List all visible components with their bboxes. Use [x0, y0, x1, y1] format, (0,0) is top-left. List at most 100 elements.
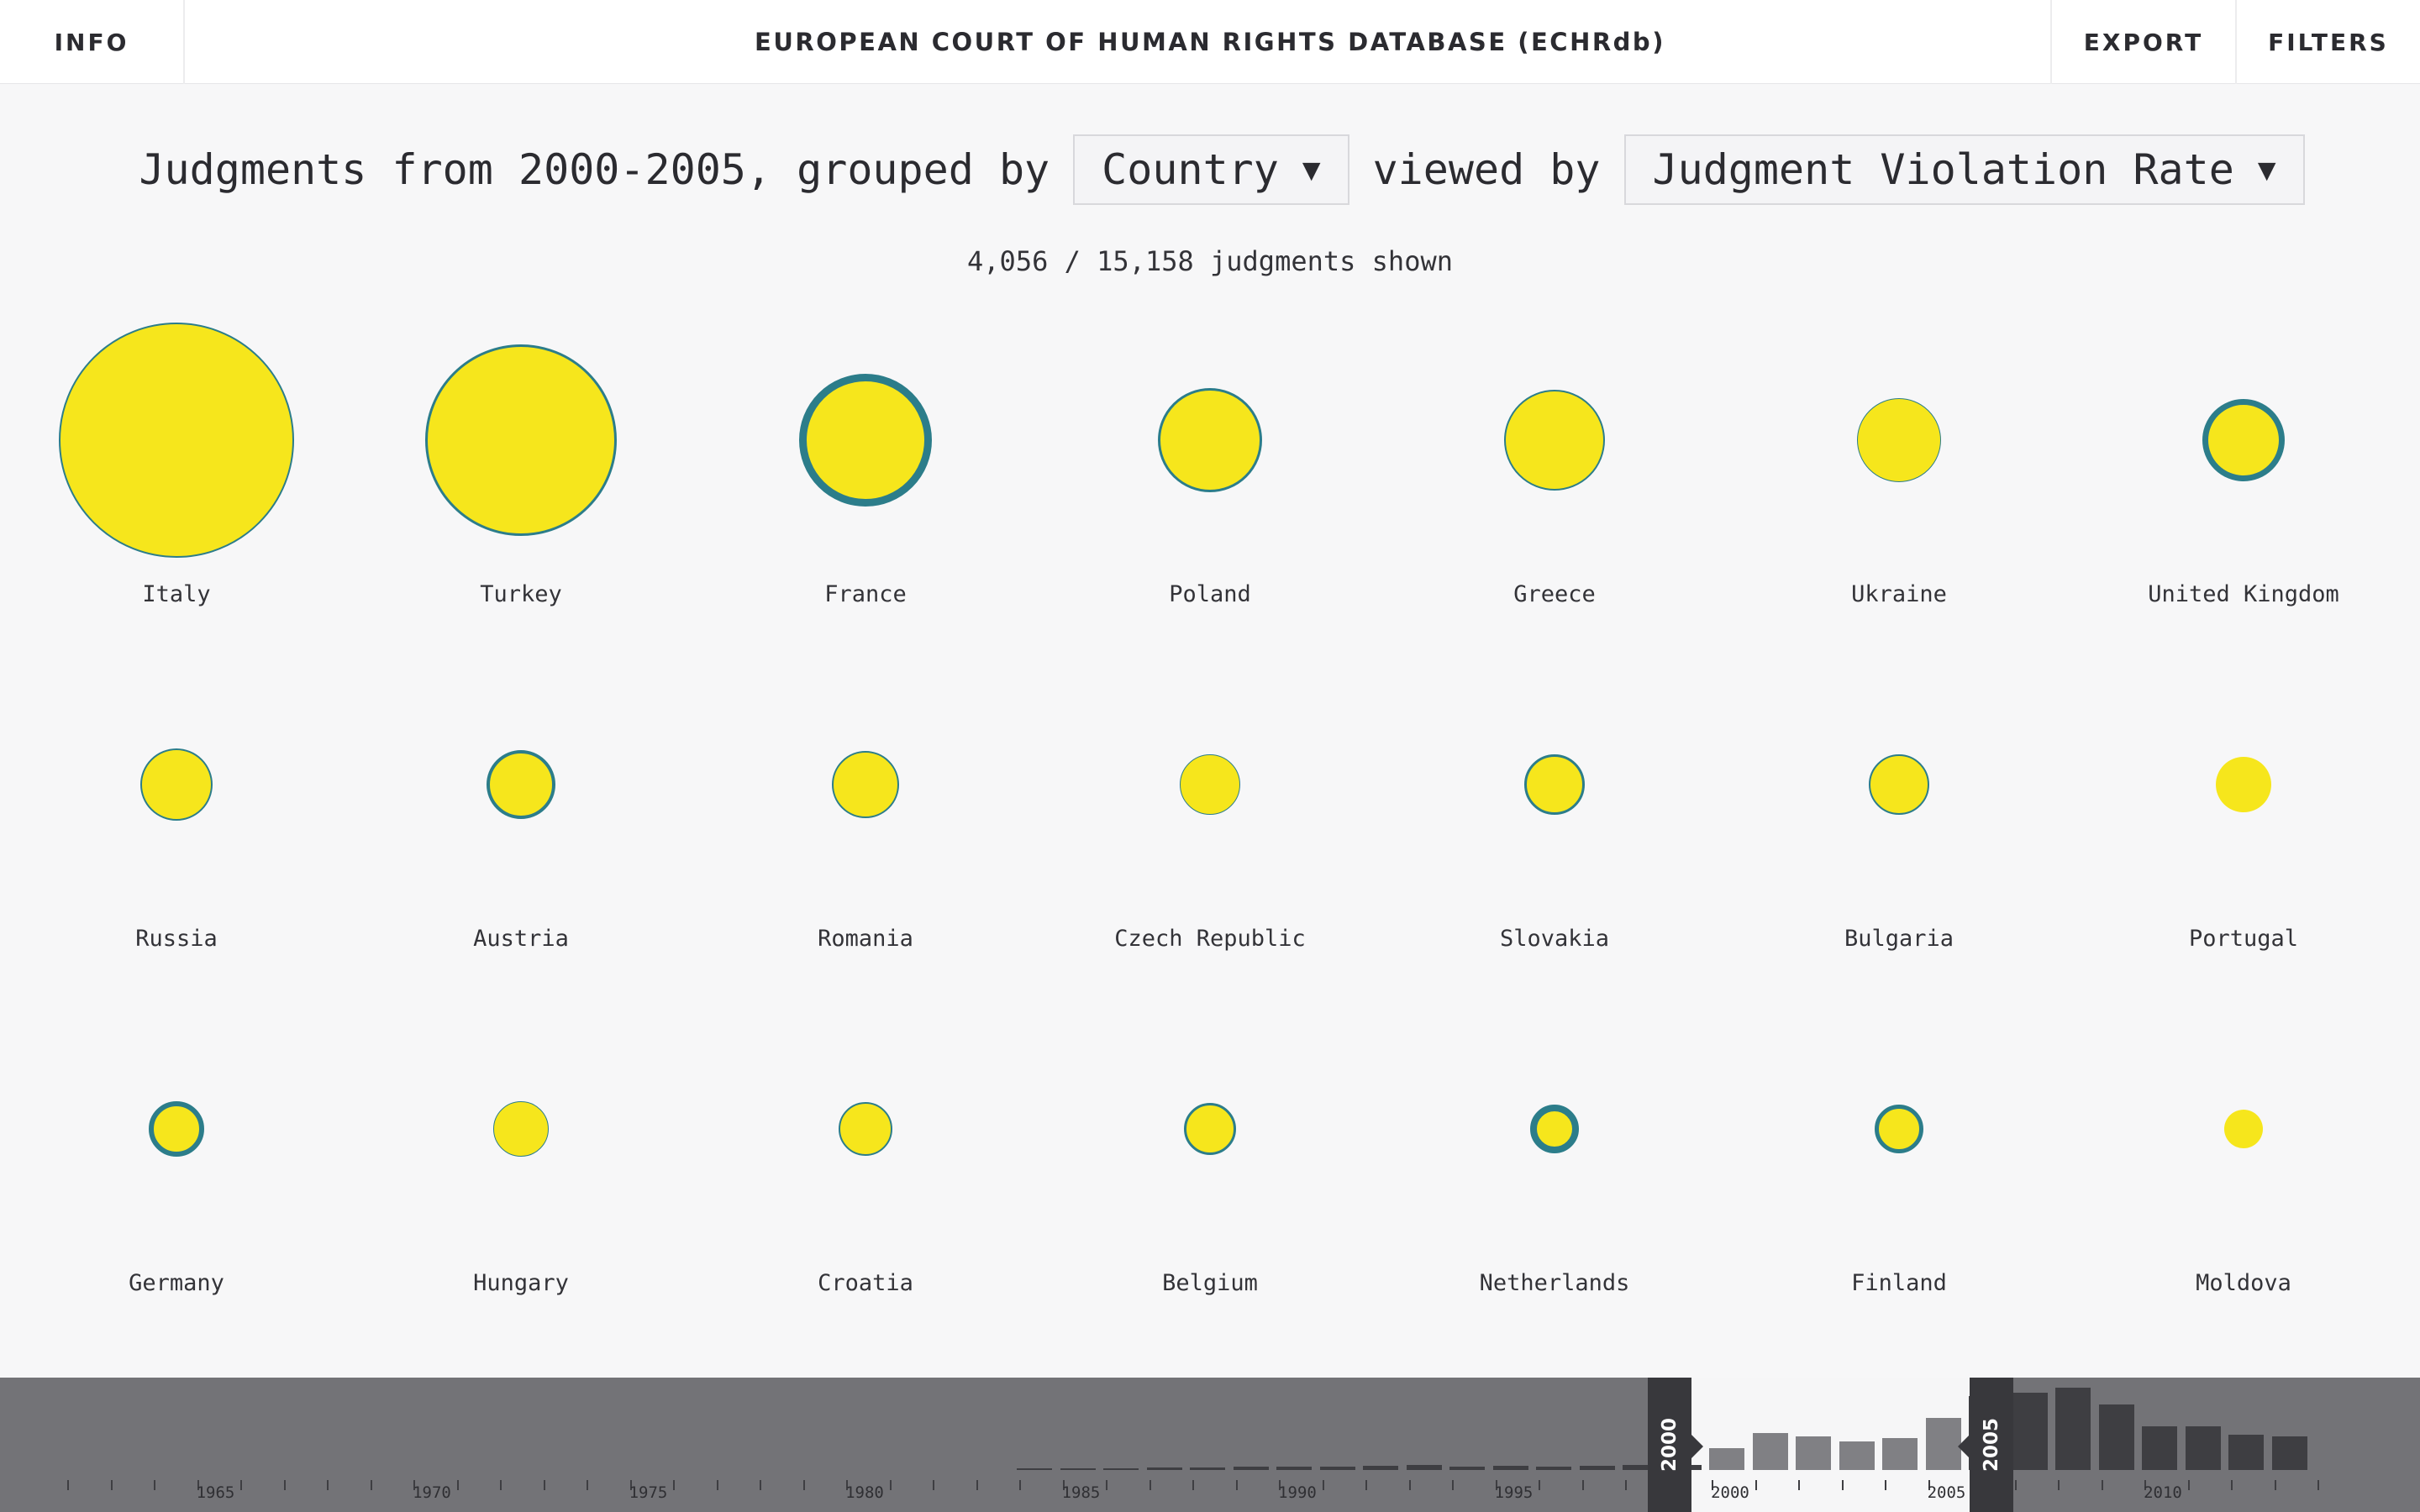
range-end-label: 2005	[1981, 1417, 2002, 1473]
timeline-year-label: 2010	[2144, 1483, 2182, 1502]
timeline-bar	[1276, 1467, 1312, 1470]
timeline-year-label: 1985	[1061, 1483, 1101, 1502]
country-bubble[interactable]	[1180, 754, 1240, 815]
country-bubble[interactable]	[1184, 1103, 1236, 1155]
country-cell: Russia	[4, 612, 349, 957]
timeline-bar	[1449, 1467, 1485, 1470]
country-cell: Germany	[4, 957, 349, 1301]
country-bubble[interactable]	[425, 344, 617, 536]
range-start-handle[interactable]: 2000	[1648, 1378, 1703, 1512]
export-button[interactable]: EXPORT	[2083, 28, 2204, 56]
timeline-tick	[629, 1480, 632, 1490]
timeline-bar	[1319, 1467, 1355, 1470]
timeline-tick	[1539, 1480, 1540, 1490]
timeline-bar	[2228, 1435, 2264, 1470]
country-bubble[interactable]	[1869, 754, 1929, 815]
country-bubble[interactable]	[799, 374, 932, 507]
country-label: Germany	[129, 1270, 224, 1296]
country-cell: Turkey	[349, 268, 693, 612]
timeline-tick	[197, 1480, 199, 1490]
query-middle: viewed by	[1372, 145, 1601, 194]
country-cell: France	[693, 268, 1038, 612]
filters-button[interactable]: FILTERS	[2268, 28, 2389, 56]
timeline-bar	[1233, 1467, 1269, 1470]
group-by-dropdown[interactable]: Country ▼	[1073, 134, 1349, 205]
country-label: Finland	[1851, 1270, 1947, 1296]
timeline-tick	[1712, 1480, 1713, 1490]
timeline-tick	[456, 1480, 459, 1490]
timeline-tick	[2187, 1480, 2190, 1490]
country-bubble[interactable]	[140, 748, 213, 821]
country-bubble[interactable]	[1875, 1105, 1923, 1153]
country-bubble[interactable]	[1524, 754, 1585, 815]
caret-down-icon: ▼	[2257, 152, 2276, 187]
year-range-timeline[interactable]: 1965 1970 1975 1980 1985 1990 1995 2000 2005 2010…	[0, 1378, 2420, 1512]
country-label: Hungary	[473, 1270, 569, 1296]
timeline-bar	[2012, 1393, 2048, 1470]
timeline-year-label: 1980	[845, 1483, 884, 1502]
timeline-bar	[1103, 1468, 1139, 1470]
timeline-tick	[543, 1480, 545, 1490]
timeline-tick	[1495, 1480, 1497, 1490]
query-sentence: Judgments from 2000-2005, grouped by Cou…	[0, 134, 2420, 205]
timeline-tick	[1625, 1480, 1627, 1490]
timeline-tick	[1062, 1480, 1065, 1490]
timeline-tick	[846, 1480, 848, 1490]
country-cell: Hungary	[349, 957, 693, 1301]
timeline-bar	[1190, 1467, 1225, 1470]
country-cell: Finland	[1727, 957, 2071, 1301]
country-cell: Belgium	[1038, 957, 1382, 1301]
timeline-tick	[1798, 1480, 1800, 1490]
timeline-tick	[1279, 1480, 1281, 1490]
country-bubble[interactable]	[487, 750, 555, 819]
timeline-tick	[2274, 1480, 2276, 1490]
country-bubble[interactable]	[839, 1102, 892, 1156]
country-bubble[interactable]	[1158, 388, 1262, 492]
country-bubble[interactable]	[832, 751, 899, 818]
country-bubble[interactable]	[2216, 757, 2271, 812]
country-label: Romania	[818, 926, 913, 952]
country-label: Croatia	[818, 1270, 913, 1296]
timeline-tick	[673, 1480, 675, 1490]
timeline-tick	[1885, 1480, 1886, 1490]
country-bubble[interactable]	[149, 1101, 204, 1157]
timeline-tick	[1149, 1480, 1151, 1490]
timeline-tick	[802, 1480, 805, 1490]
timeline-bar	[1363, 1466, 1398, 1470]
country-label: Netherlands	[1479, 1270, 1630, 1296]
country-label: United Kingdom	[2148, 581, 2339, 607]
country-bubble[interactable]	[1504, 390, 1605, 491]
range-end-handle[interactable]: 2005	[1958, 1378, 2013, 1512]
caret-down-icon: ▼	[1302, 152, 1321, 187]
timeline-bar	[2271, 1436, 2307, 1470]
query-prefix: Judgments from 2000-2005, grouped by	[139, 145, 1050, 194]
country-bubble[interactable]	[1530, 1105, 1579, 1153]
country-bubble[interactable]	[2224, 1110, 2263, 1148]
timeline-bar	[1882, 1438, 1918, 1470]
country-label: Turkey	[480, 581, 562, 607]
timeline-tick	[1106, 1480, 1107, 1490]
timeline-tick	[889, 1480, 892, 1490]
timeline-tick	[1192, 1480, 1194, 1490]
view-by-dropdown[interactable]: Judgment Violation Rate ▼	[1623, 134, 2305, 205]
view-by-value: Judgment Violation Rate	[1652, 145, 2234, 194]
country-bubble[interactable]	[2202, 399, 2285, 481]
country-bubble[interactable]	[493, 1101, 549, 1157]
timeline-tick	[1235, 1480, 1238, 1490]
country-bubble[interactable]	[59, 323, 294, 558]
timeline-tick	[1019, 1480, 1021, 1490]
timeline-tick	[1452, 1480, 1454, 1490]
country-cell: Romania	[693, 612, 1038, 957]
country-cell: Bulgaria	[1727, 612, 2071, 957]
group-by-value: Country	[1102, 145, 1279, 194]
timeline-tick	[2144, 1480, 2146, 1490]
info-button[interactable]: INFO	[54, 28, 129, 56]
timeline-tick	[1754, 1480, 1757, 1490]
nav-divider	[2235, 0, 2237, 84]
country-cell: Austria	[349, 612, 693, 957]
timeline-bar	[1579, 1466, 1615, 1470]
country-label: Portugal	[2188, 926, 2299, 952]
country-bubble[interactable]	[1857, 398, 1941, 482]
timeline-tick	[110, 1480, 113, 1490]
country-cell: Italy	[4, 268, 349, 612]
